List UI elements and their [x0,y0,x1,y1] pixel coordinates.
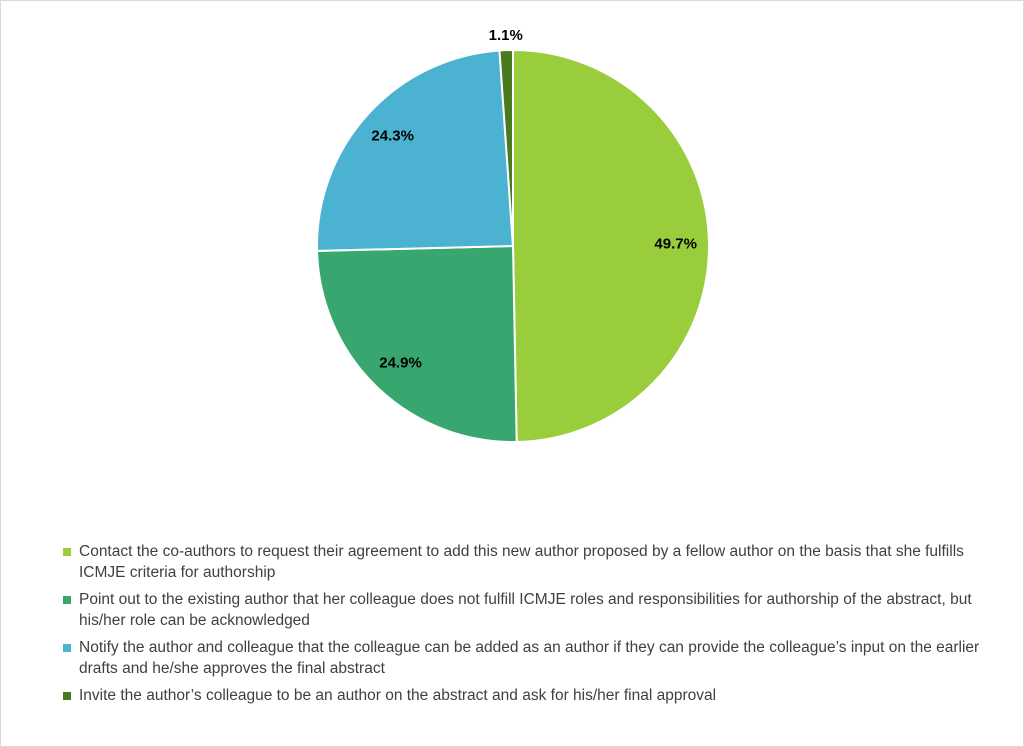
pie-slice [512,48,710,443]
legend-swatch [63,644,71,652]
legend-label: Contact the co-authors to request their … [79,543,964,581]
legend-swatch [63,596,71,604]
legend: Contact the co-authors to request their … [63,541,983,712]
data-label: 24.3% [371,127,414,144]
legend-swatch [63,548,71,556]
legend-label: Point out to the existing author that he… [79,591,972,629]
legend-swatch [63,692,71,700]
legend-entry: Notify the author and colleague that the… [63,637,983,679]
pie-slice [498,48,514,247]
pie-area: 49.7% 24.9% 24.3% 1.1% [316,27,710,443]
data-label: 49.7% [654,235,697,252]
legend-entry: Point out to the existing author that he… [63,589,983,631]
data-label: 24.9% [379,355,422,372]
pie-slice [316,49,515,252]
data-label: 1.1% [489,27,523,44]
legend-entry: Contact the co-authors to request their … [63,541,983,583]
legend-label: Notify the author and colleague that the… [79,639,980,677]
pie-slice [316,244,518,443]
legend-entry: Invite the author’s colleague to be an a… [63,685,983,706]
legend-label: Invite the author’s colleague to be an a… [79,687,717,704]
